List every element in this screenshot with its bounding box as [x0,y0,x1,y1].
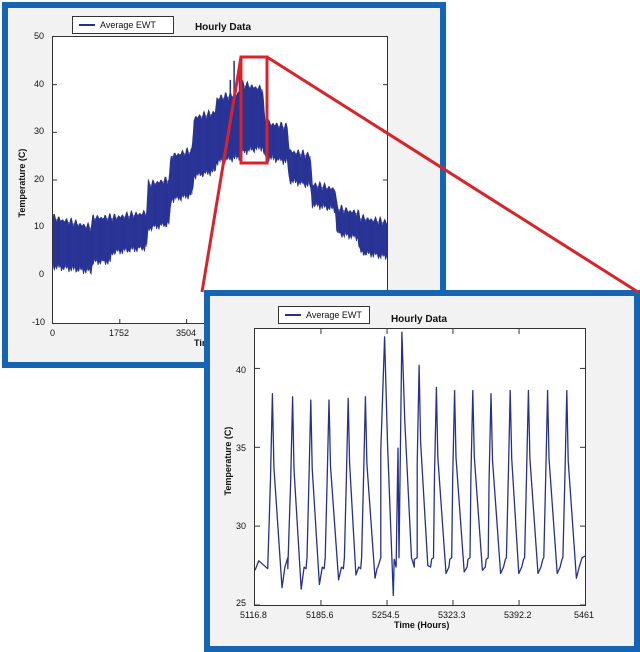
main-ytick-0: 0 [39,269,45,279]
zoom-xtick-4: 5323.3 [438,610,466,620]
zoom-chart-svg [254,329,586,606]
zoom-ytick-40: 40 [236,365,247,375]
main-y-axis-label: Temperature (C) [17,148,27,218]
main-chart-title: Hourly Data [194,22,252,33]
zoom-y-axis-label: Temperature (C) [223,426,233,496]
zoom-xtick-6: 5461 [574,610,595,620]
zoom-series-line [254,331,586,597]
main-legend-label: Average EWT [100,20,156,30]
main-ytick-50: 50 [34,31,45,41]
zoom-ytick-25: 25 [236,598,247,608]
main-chart-svg [52,60,388,323]
zoom-x-axis-label: Time (Hours) [394,620,450,630]
main-ytick-40: 40 [34,79,45,89]
zoom-ytick-35: 35 [236,443,247,453]
main-ytick-neg10: -10 [32,317,46,327]
main-xtick-3504: 3504 [176,328,197,338]
zoom-xtick-5: 5392.2 [504,610,532,620]
zoom-legend-label: Average EWT [306,310,362,320]
zoom-chart-title: Hourly Data [390,314,448,325]
zoom-ytick-30: 30 [236,521,247,531]
zoom-legend-swatch [285,314,301,316]
zoom-xtick-2: 5185.6 [306,610,334,620]
main-xtick-0: 0 [50,328,56,338]
main-legend-swatch [79,24,95,26]
main-ytick-30: 30 [34,126,45,136]
main-ytick-10: 10 [34,221,45,231]
zoom-plot-area [254,328,586,606]
main-xtick-1752: 1752 [109,328,130,338]
zoom-xtick-1: 5116.8 [240,610,267,620]
zoom-legend: Average EWT [278,306,370,324]
main-legend: Average EWT [72,16,174,34]
zoom-xtick-3: 5254.5 [372,610,400,620]
zoom-chart-panel: Average EWT Hourly Data 40 35 30 25 5116… [204,290,640,652]
main-ytick-20: 20 [34,174,45,184]
main-plot-area [52,36,388,324]
